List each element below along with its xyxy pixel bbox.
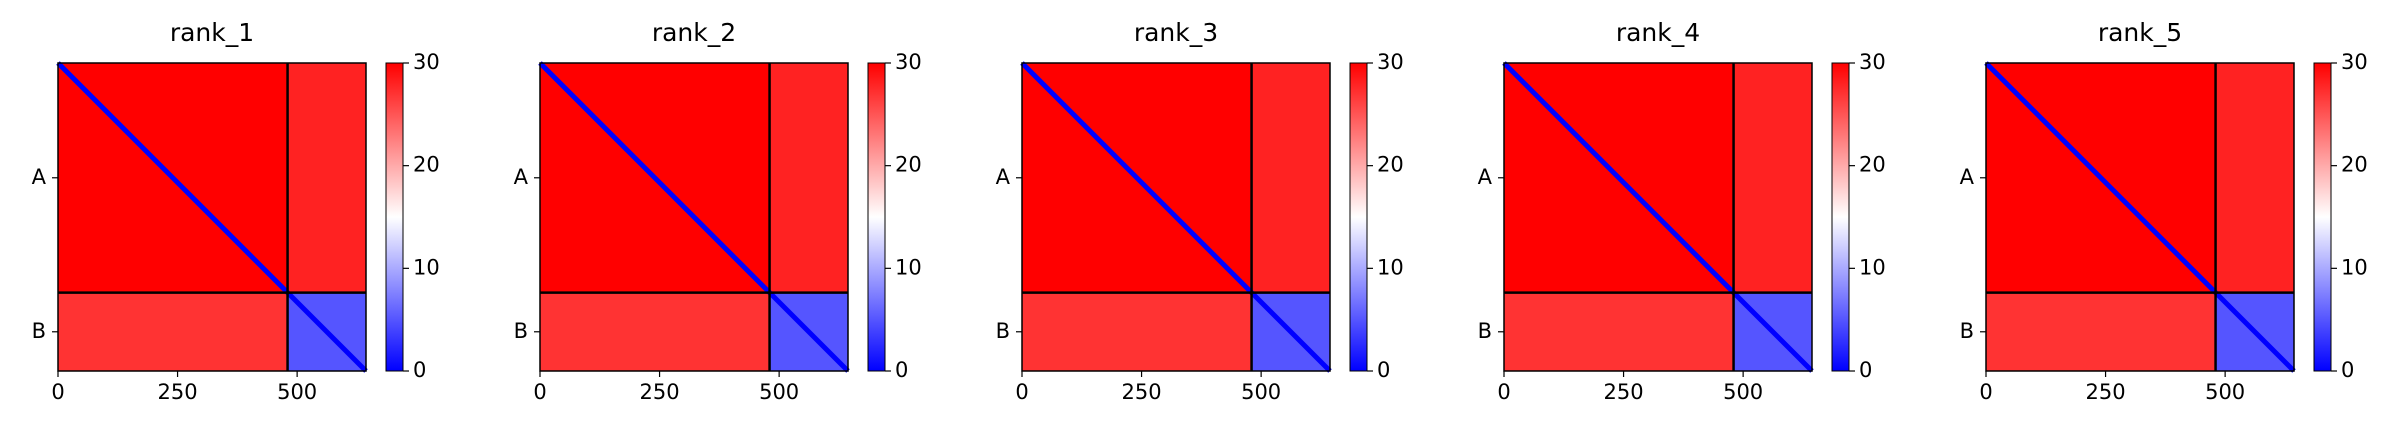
chart-title: rank_3 (1134, 18, 1218, 47)
x-tick-label: 250 (158, 380, 198, 404)
y-tick-label: B (1478, 319, 1492, 343)
chart-title: rank_4 (1616, 18, 1700, 47)
y-tick-label: B (514, 319, 528, 343)
pae-block (1022, 292, 1252, 371)
plot-frame (57, 62, 367, 372)
pae-block (2215, 63, 2294, 293)
colorbar (1831, 62, 1850, 372)
colorbar-tick-label: 0 (2341, 358, 2354, 382)
colorbar-tick-label: 20 (1859, 153, 1886, 177)
x-tick-label: 250 (1604, 380, 1644, 404)
x-tick-label: 500 (1723, 380, 1763, 404)
y-tick-label: B (32, 319, 46, 343)
colorbar-tick-label: 10 (2341, 255, 2368, 279)
colorbar-tick-label: 10 (895, 255, 922, 279)
pae-block (1986, 292, 2216, 371)
x-tick-label: 500 (277, 380, 317, 404)
colorbar (1349, 62, 1368, 372)
x-tick-label: 250 (1122, 380, 1162, 404)
x-tick-label: 0 (1015, 380, 1028, 404)
x-tick-label: 250 (640, 380, 680, 404)
chart-title: rank_2 (652, 18, 736, 47)
plot-frame (1021, 62, 1331, 372)
colorbar-tick-label: 20 (1377, 153, 1404, 177)
y-tick-label: A (32, 165, 47, 189)
colorbar-tick-label: 10 (1377, 255, 1404, 279)
plot-frame (539, 62, 849, 372)
diagonal (538, 61, 850, 373)
plot-frame (1503, 62, 1813, 372)
colorbar (867, 62, 886, 372)
y-tick-label: A (1478, 165, 1493, 189)
diagonal (1502, 61, 1814, 373)
colorbar-tick-label: 0 (413, 358, 426, 382)
pae-block (769, 63, 848, 293)
diagonal (1984, 61, 2296, 373)
x-tick-label: 250 (2086, 380, 2126, 404)
colorbar (2313, 62, 2332, 372)
colorbar-tick-label: 20 (413, 153, 440, 177)
colorbar (385, 62, 404, 372)
colorbar-tick-label: 20 (895, 153, 922, 177)
colorbar-tick-label: 10 (1859, 255, 1886, 279)
x-tick-label: 0 (533, 380, 546, 404)
x-tick-label: 0 (1497, 380, 1510, 404)
pae-block (540, 292, 770, 371)
x-tick-label: 500 (1241, 380, 1281, 404)
x-tick-label: 500 (2205, 380, 2245, 404)
pae-block (58, 292, 288, 371)
diagonal (1020, 61, 1332, 373)
y-tick-label: B (996, 319, 1010, 343)
y-tick-label: A (1960, 165, 1975, 189)
chart-title: rank_1 (170, 18, 254, 47)
colorbar-tick-label: 30 (1859, 50, 1886, 74)
chart-title: rank_5 (2098, 18, 2182, 47)
colorbar-tick-label: 30 (1377, 50, 1404, 74)
plot-frame (1985, 62, 2295, 372)
y-tick-label: A (996, 165, 1011, 189)
x-tick-label: 0 (51, 380, 64, 404)
y-tick-label: B (1960, 319, 1974, 343)
colorbar-tick-label: 0 (1377, 358, 1390, 382)
pae-block (1504, 292, 1734, 371)
colorbar-tick-label: 0 (895, 358, 908, 382)
colorbar-tick-label: 30 (895, 50, 922, 74)
y-tick-label: A (514, 165, 529, 189)
colorbar-tick-label: 10 (413, 255, 440, 279)
pae-block (1251, 63, 1330, 293)
pae-block (287, 63, 366, 293)
colorbar-tick-label: 30 (413, 50, 440, 74)
x-tick-label: 500 (759, 380, 799, 404)
pae-block (1733, 63, 1812, 293)
colorbar-tick-label: 30 (2341, 50, 2368, 74)
x-tick-label: 0 (1979, 380, 1992, 404)
diagonal (56, 61, 368, 373)
colorbar-tick-label: 0 (1859, 358, 1872, 382)
colorbar-tick-label: 20 (2341, 153, 2368, 177)
